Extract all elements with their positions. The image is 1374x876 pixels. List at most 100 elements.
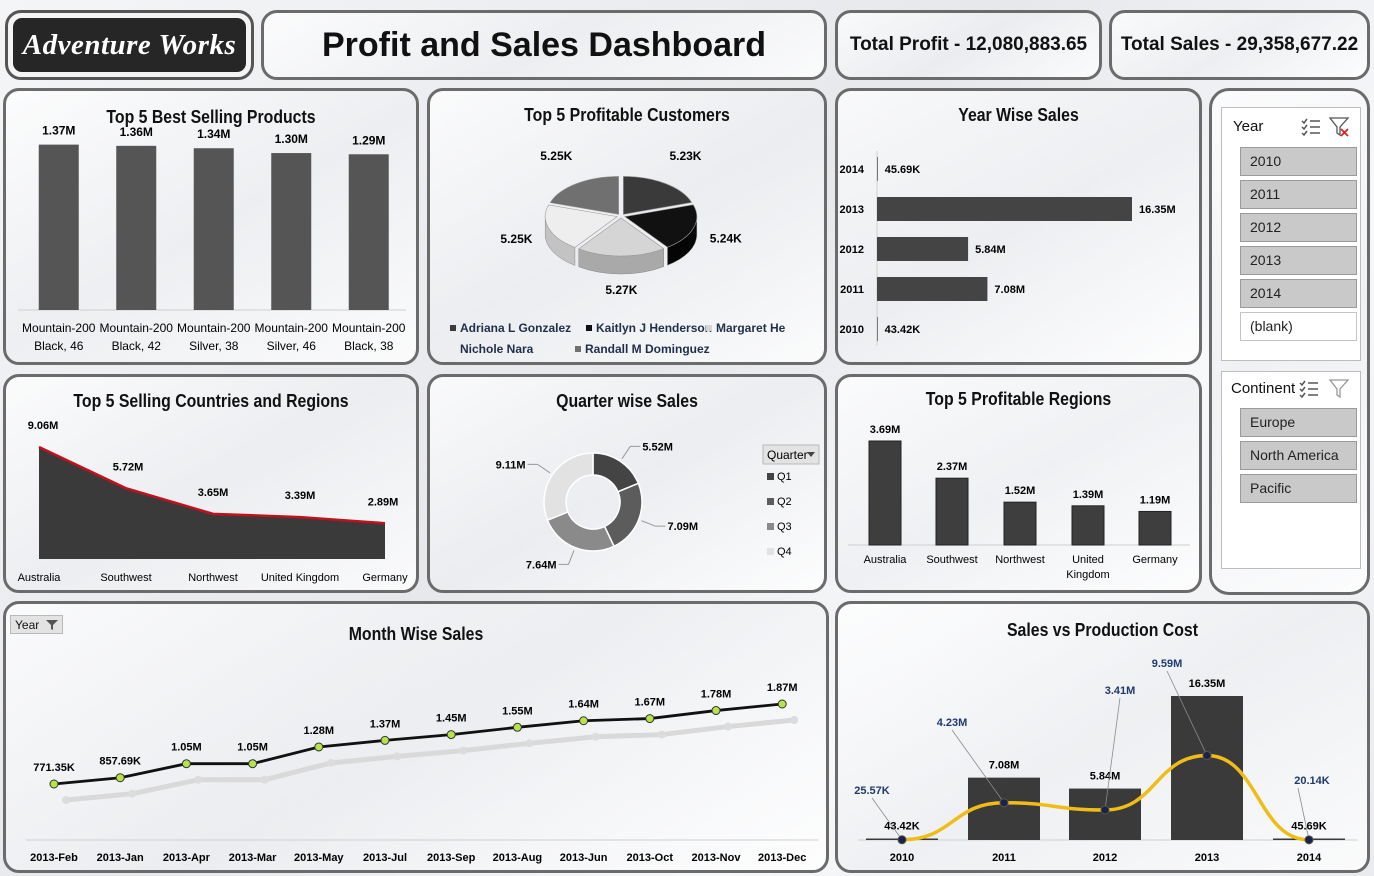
quarter-legend-title: Quarter xyxy=(767,448,808,462)
shadow-marker xyxy=(790,716,799,724)
cost-leader-line xyxy=(1104,697,1121,811)
continent-slicer-item-pacific[interactable]: Pacific xyxy=(1240,474,1357,503)
year-slicer-item-2014[interactable]: 2014 xyxy=(1240,279,1357,308)
month-marker xyxy=(314,742,324,752)
legend-swatch xyxy=(706,325,712,331)
logo-inner: Adventure Works xyxy=(13,18,246,72)
total-sales-box: Total Sales - 29,358,677.22 xyxy=(1109,10,1370,80)
donut-value-label: 7.64M xyxy=(526,559,557,571)
month-value-label: 1.64M xyxy=(568,699,599,711)
month-marker xyxy=(115,773,125,783)
product-value-label: 1.34M xyxy=(197,127,230,141)
shadow-marker xyxy=(724,722,732,731)
multi-select-icon[interactable] xyxy=(1298,378,1320,400)
country-value-label: 2.89M xyxy=(368,496,399,508)
year-slicer-item-2010[interactable]: 2010 xyxy=(1240,147,1357,176)
year-sales-bar xyxy=(877,277,988,301)
region-category-label: United xyxy=(1072,554,1104,566)
legend-label: Nichole Nara xyxy=(460,342,534,356)
product-category-label: Mountain-200 xyxy=(332,321,406,335)
quarter-legend-label: Q3 xyxy=(777,521,792,533)
month-value-label: 1.87M xyxy=(767,682,798,694)
year-value-label: 43.42K xyxy=(885,324,921,336)
country-value-label: 3.39M xyxy=(285,490,316,502)
shadow-marker xyxy=(657,730,666,739)
filter-icon[interactable] xyxy=(1328,378,1350,400)
month-value-label: 1.45M xyxy=(436,713,467,725)
region-category-label: Southwest xyxy=(926,554,977,566)
quarter-legend-swatch xyxy=(767,498,774,505)
salescost-chart: 43.42K 2010 7.08M 2011 5.84M 2012 16.35M 2013 45… xyxy=(854,658,1358,864)
year-slicer-item-2011[interactable]: 2011 xyxy=(1240,180,1357,209)
product-value-label: 1.36M xyxy=(120,125,153,139)
customers-panel: Top 5 Profitable Customers 5.23K 5.24K 5.2… xyxy=(427,88,827,365)
country-line xyxy=(38,445,386,525)
country-category-label: United Kingdom xyxy=(261,572,339,584)
region-value-label: 1.19M xyxy=(1140,494,1171,506)
year-slicer: Year 2010 2011 2012 2013 2014 (blank) xyxy=(1221,107,1361,361)
pie-slice xyxy=(549,176,619,215)
multi-select-icon[interactable] xyxy=(1300,116,1322,138)
filter-icon xyxy=(46,620,58,630)
yearsales-panel: Year Wise Sales 2014 45.69K 2013 16.35M 2012… xyxy=(835,88,1202,365)
product-bar xyxy=(271,153,312,310)
countries-chart: 9.06M Australia 5.72M Southwest 3.65M Northwe… xyxy=(18,420,409,584)
region-category-label: Germany xyxy=(1132,554,1178,566)
month-value-label: 1.55M xyxy=(502,705,533,717)
product-bar xyxy=(193,148,234,310)
cost-leader-line xyxy=(1166,670,1208,756)
month-category-label: 2013-Apr xyxy=(163,852,211,864)
product-bar xyxy=(348,154,389,310)
cost-value-label: 3.41M xyxy=(1105,685,1136,697)
year-slicer-item-2013[interactable]: 2013 xyxy=(1240,246,1357,275)
sales-value-label: 7.08M xyxy=(989,760,1020,772)
quarter-legend-filter xyxy=(762,444,820,465)
product-value-label: 1.37M xyxy=(42,124,75,138)
quarter-legend-label: Q2 xyxy=(777,496,792,508)
product-category-label: Mountain-200 xyxy=(255,321,329,335)
month-marker xyxy=(446,730,456,740)
cost-leader-line xyxy=(1297,787,1310,840)
shadow-marker xyxy=(591,732,600,741)
legend-swatch xyxy=(586,325,592,331)
year-value-label: 16.35M xyxy=(1139,204,1176,216)
sales-value-label: 45.69K xyxy=(1291,821,1327,833)
cost-leader-line xyxy=(951,729,1005,803)
months-panel: Month Wise Sales Year 771.35K 2013-Feb 857… xyxy=(3,601,829,873)
regions-panel: Top 5 Profitable Regions 3.69M Australia 2… xyxy=(835,374,1202,593)
month-sales-line xyxy=(53,702,783,786)
year-filter-button[interactable]: Year xyxy=(10,615,63,634)
year-category-label: 2013 xyxy=(1195,852,1219,864)
total-sales: Total Sales - 29,358,677.22 xyxy=(1120,34,1359,55)
region-bar xyxy=(935,477,969,546)
months-title: Month Wise Sales xyxy=(348,624,484,644)
donut-leader-line xyxy=(527,463,551,474)
legend-swatch xyxy=(575,346,581,352)
regions-chart: 3.69M Australia 2.37M Southwest 1.52M Northwe… xyxy=(848,424,1190,581)
product-category-label: Black, 38 xyxy=(344,339,394,353)
month-category-label: 2013-Mar xyxy=(229,852,277,864)
cost-value-label: 20.14K xyxy=(1294,775,1330,787)
shadow-marker xyxy=(194,775,203,784)
year-category-label: 2011 xyxy=(992,852,1016,864)
year-slicer-item-2012[interactable]: 2012 xyxy=(1240,213,1357,242)
year-value-label: 5.84M xyxy=(975,244,1006,256)
year-value-label: 45.69K xyxy=(885,164,921,176)
continent-slicer-item-north-america[interactable]: North America xyxy=(1240,441,1357,470)
continent-slicer-item-europe[interactable]: Europe xyxy=(1240,408,1357,437)
countries-panel: Top 5 Selling Countries and Regions 9.06… xyxy=(3,374,419,593)
year-axis-label: 2014 xyxy=(840,164,865,176)
month-value-label: 1.67M xyxy=(635,697,666,709)
country-category-label: Southwest xyxy=(100,572,151,584)
shadow-marker xyxy=(525,739,534,748)
clear-filter-icon[interactable] xyxy=(1328,116,1350,138)
product-value-label: 1.30M xyxy=(275,132,308,146)
year-slicer-item-blank[interactable]: (blank) xyxy=(1240,312,1357,341)
month-value-label: 1.78M xyxy=(701,689,732,701)
cost-marker xyxy=(1304,835,1314,845)
pie-value-label: 5.25K xyxy=(500,232,532,246)
total-profit: Total Profit - 12,080,883.65 xyxy=(849,34,1088,55)
cost-leader-line xyxy=(871,797,903,841)
quarters-chart: 5.52M 7.09M 7.64M 9.11M Quarter Q1 Q2 Q3 Q4 xyxy=(496,441,820,571)
countries-title: Top 5 Selling Countries and Regions xyxy=(73,391,349,411)
